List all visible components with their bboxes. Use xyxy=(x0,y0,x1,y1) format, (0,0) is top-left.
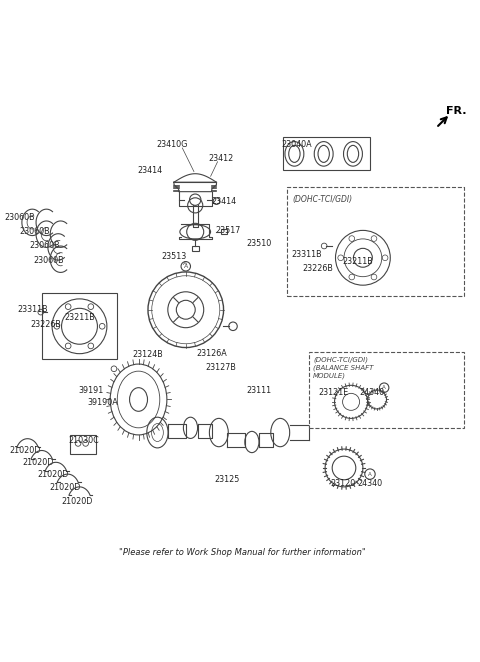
Bar xyxy=(283,137,370,170)
Text: 23060B: 23060B xyxy=(19,227,50,236)
Text: A: A xyxy=(184,263,188,269)
Text: 23124B: 23124B xyxy=(132,350,163,359)
Text: 23060B: 23060B xyxy=(30,242,60,250)
Text: (DOHC-TCI/GDI): (DOHC-TCI/GDI) xyxy=(292,195,352,205)
Text: 23211B: 23211B xyxy=(64,313,95,322)
Text: 24340: 24340 xyxy=(358,479,383,488)
Text: 23414: 23414 xyxy=(138,166,163,175)
Text: 23311B: 23311B xyxy=(17,305,48,314)
Polygon shape xyxy=(174,182,216,192)
Text: 24340: 24340 xyxy=(360,388,385,397)
Text: 23517: 23517 xyxy=(216,226,241,235)
Text: 23127B: 23127B xyxy=(206,363,237,372)
Text: 21030C: 21030C xyxy=(69,436,99,445)
Text: A: A xyxy=(368,471,372,477)
Bar xyxy=(70,435,96,454)
Text: 21020D: 21020D xyxy=(10,446,41,455)
Text: A: A xyxy=(183,261,187,266)
Bar xyxy=(192,246,199,251)
Bar xyxy=(42,293,117,359)
Text: 23060B: 23060B xyxy=(4,213,35,222)
Text: 23410G: 23410G xyxy=(156,140,187,149)
Text: 23412: 23412 xyxy=(209,154,234,163)
Bar xyxy=(221,230,227,234)
Text: 23125: 23125 xyxy=(215,475,240,484)
Text: FR.: FR. xyxy=(445,106,466,116)
Text: 23510: 23510 xyxy=(246,238,272,248)
Text: (DOHC-TCI/GDI)
(BALANCE SHAFT
MODULE): (DOHC-TCI/GDI) (BALANCE SHAFT MODULE) xyxy=(313,357,373,379)
Text: 23211B: 23211B xyxy=(343,257,373,265)
Text: "Please refer to Work Shop Manual for further information": "Please refer to Work Shop Manual for fu… xyxy=(119,549,366,557)
Text: 23126A: 23126A xyxy=(196,349,227,358)
Bar xyxy=(288,187,465,295)
Text: 23060B: 23060B xyxy=(34,256,64,265)
Text: 23311B: 23311B xyxy=(291,250,322,258)
Text: 23040A: 23040A xyxy=(281,140,312,149)
Text: 21020D: 21020D xyxy=(37,470,68,479)
Text: A: A xyxy=(382,385,386,390)
Text: 21020D: 21020D xyxy=(23,458,54,467)
Text: 23226B: 23226B xyxy=(302,263,334,273)
Bar xyxy=(309,352,465,428)
Text: 23111: 23111 xyxy=(246,385,272,395)
Text: 39190A: 39190A xyxy=(88,399,119,407)
Text: 23414: 23414 xyxy=(211,197,236,206)
Text: 21020D: 21020D xyxy=(61,496,93,506)
Text: 23226B: 23226B xyxy=(30,320,61,330)
Text: 23121E: 23121E xyxy=(319,388,349,397)
Text: 21020D: 21020D xyxy=(49,483,81,493)
Text: 23120: 23120 xyxy=(330,479,355,488)
Text: 39191: 39191 xyxy=(79,385,104,395)
Text: 23513: 23513 xyxy=(161,252,187,261)
